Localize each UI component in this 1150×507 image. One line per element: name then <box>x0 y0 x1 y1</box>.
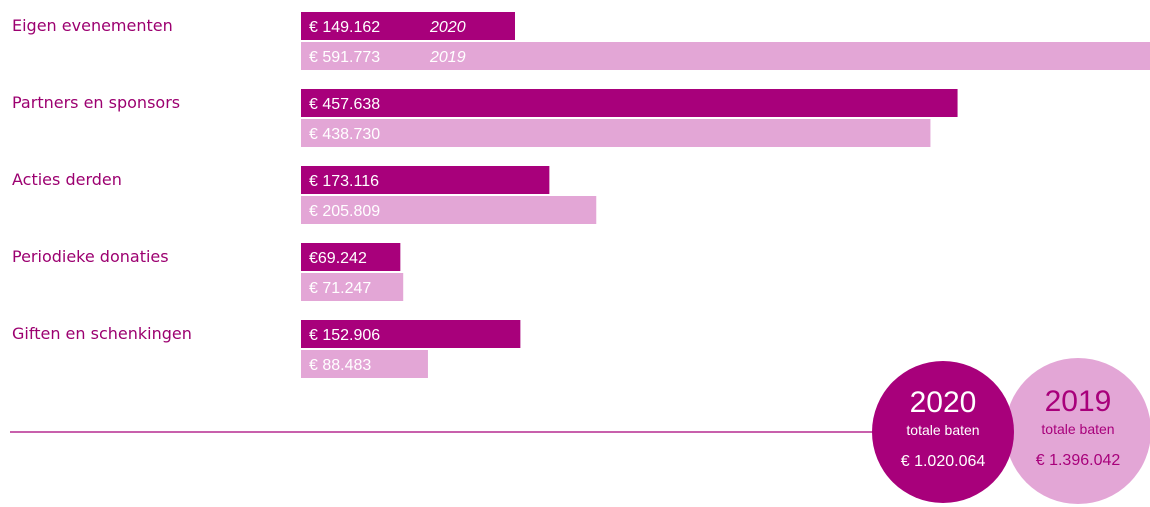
bar-value-label-2019: € 591.773 <box>309 49 380 66</box>
bar-value-label-2020: € 173.116 <box>309 173 379 190</box>
bar-2019 <box>301 42 1150 70</box>
bar-2019 <box>301 196 597 224</box>
bar-value-label-2019: € 205.809 <box>309 203 380 220</box>
total-year: 2019 <box>1045 385 1112 418</box>
total-circle-2020 <box>872 361 1014 503</box>
year-tag-2020: 2020 <box>429 19 466 36</box>
category-label: Partners en sponsors <box>12 93 180 112</box>
category-label: Acties derden <box>12 170 122 189</box>
bar-2020 <box>301 166 550 194</box>
bar-2019 <box>301 273 404 301</box>
bar-2020 <box>301 89 958 117</box>
total-caption: totale baten <box>906 422 979 438</box>
bar-2019 <box>301 119 931 147</box>
category-label: Giften en schenkingen <box>12 324 192 343</box>
bar-2020 <box>301 243 401 271</box>
total-amount: € 1.396.042 <box>1036 452 1121 469</box>
bar-2019 <box>301 350 428 378</box>
total-caption: totale baten <box>1041 421 1114 437</box>
category-label: Eigen evenementen <box>12 16 173 35</box>
bar-value-label-2019: € 71.247 <box>309 280 371 297</box>
bar-value-label-2020: € 152.906 <box>309 327 380 344</box>
bar-value-label-2020: € 149.162 <box>309 19 380 36</box>
bar-value-label-2019: € 438.730 <box>309 126 380 143</box>
bar-value-label-2020: € 457.638 <box>309 96 380 113</box>
year-tag-2019: 2019 <box>429 49 466 66</box>
bar-value-label-2020: €69.242 <box>309 250 367 267</box>
total-year: 2020 <box>910 386 977 419</box>
total-amount: € 1.020.064 <box>901 453 986 470</box>
total-circle-2019 <box>1005 358 1150 504</box>
bar-2020 <box>301 320 521 348</box>
bar-value-label-2019: € 88.483 <box>309 357 371 374</box>
bar-2020 <box>301 12 515 40</box>
category-label: Periodieke donaties <box>12 247 169 266</box>
